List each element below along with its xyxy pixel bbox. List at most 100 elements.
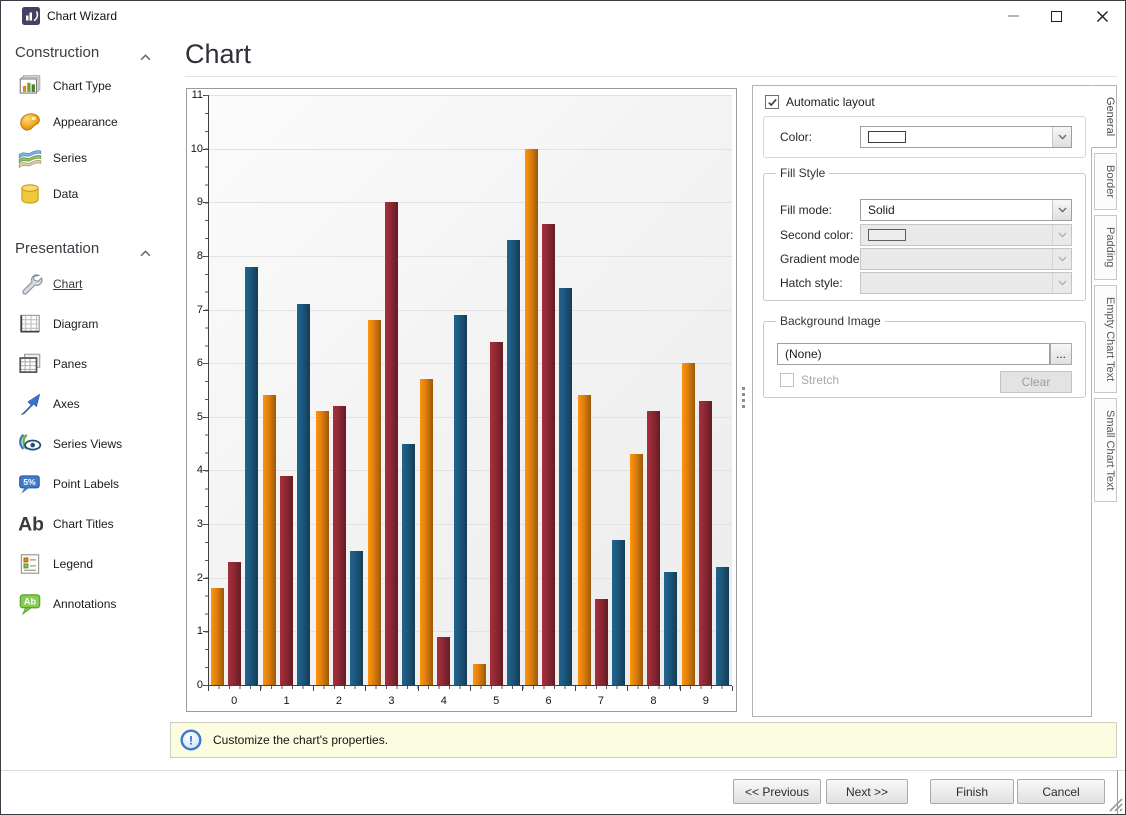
chevron-down-icon	[1052, 127, 1071, 147]
legend-icon	[17, 551, 43, 577]
previous-button[interactable]: << Previous	[733, 779, 821, 804]
panes-icon	[17, 351, 43, 377]
background-image-group: Background Image (None) ... Stretch Clea…	[763, 321, 1086, 398]
tab-border[interactable]: Border	[1094, 153, 1117, 210]
fill-mode-label: Fill mode:	[780, 203, 832, 217]
x-tick-label: 4	[418, 694, 470, 708]
sidebar-item-label: Diagram	[53, 317, 98, 331]
close-icon	[1095, 9, 1110, 24]
x-tick	[418, 686, 419, 691]
fill-mode-dropdown[interactable]: Solid	[860, 199, 1072, 221]
background-image-title: Background Image	[776, 314, 885, 328]
sidebar-item-label: Appearance	[53, 115, 118, 129]
sidebar-item-data[interactable]: Data	[1, 176, 171, 212]
tab-small-chart-text[interactable]: Small Chart Text	[1094, 398, 1117, 503]
x-tick	[575, 686, 576, 691]
sidebar-item-annotations[interactable]: Ab Annotations	[1, 584, 171, 624]
background-image-field[interactable]: (None)	[777, 343, 1050, 365]
close-button[interactable]	[1087, 3, 1117, 29]
sidebar-item-appearance[interactable]: Appearance	[1, 104, 171, 140]
sidebar-item-series[interactable]: Series	[1, 140, 171, 176]
sidebar-item-panes[interactable]: Panes	[1, 344, 171, 384]
tab-general[interactable]: General	[1091, 85, 1117, 148]
bar-series-2-cat-5	[490, 342, 503, 685]
checkbox-checked-icon	[765, 95, 779, 109]
sidebar-section-presentation[interactable]: Presentation	[1, 234, 171, 264]
color-swatch	[868, 131, 906, 143]
bar-series-1-cat-6	[525, 149, 538, 685]
series-icon	[17, 145, 43, 171]
sidebar-item-label: Chart	[53, 277, 82, 291]
sidebar-item-point-labels[interactable]: 5%Point Labels	[1, 464, 171, 504]
clear-button: Clear	[1000, 371, 1072, 393]
sidebar-item-chart[interactable]: Chart	[1, 264, 171, 304]
tab-empty-chart-text[interactable]: Empty Chart Text	[1094, 285, 1117, 393]
bar-series-3-cat-1	[297, 304, 310, 685]
automatic-layout-checkbox[interactable]: Automatic layout	[765, 95, 875, 109]
x-tick-label: 2	[313, 694, 365, 708]
sidebar-item-legend[interactable]: Legend	[1, 544, 171, 584]
x-tick-label: 5	[470, 694, 522, 708]
sidebar-item-diagram[interactable]: Diagram	[1, 304, 171, 344]
sidebar-item-chart-type[interactable]: Chart Type	[1, 68, 171, 104]
sidebar-item-label: Annotations	[53, 597, 116, 611]
resize-grip-icon[interactable]	[1107, 796, 1123, 812]
y-tick-label: 4	[187, 463, 203, 477]
finish-button[interactable]: Finish	[930, 779, 1014, 804]
bar-series-2-cat-2	[333, 406, 346, 685]
maximize-button[interactable]	[1041, 3, 1071, 29]
gridline	[208, 363, 732, 364]
second-color-label: Second color:	[780, 228, 853, 242]
page-title: Chart	[185, 39, 251, 70]
chevron-down-icon	[1052, 273, 1071, 293]
stretch-label: Stretch	[801, 373, 839, 387]
sidebar-item-series-views[interactable]: Series Views	[1, 424, 171, 464]
color-label: Color:	[780, 130, 812, 144]
sidebar-item-label: Data	[53, 187, 78, 201]
gridline	[208, 310, 732, 311]
title-bar: Chart Wizard	[1, 1, 1125, 31]
sidebar: ConstructionChart Type Appearance Series Da…	[1, 38, 171, 814]
bar-series-3-cat-9	[716, 567, 729, 685]
status-bar: ! Customize the chart's properties.	[170, 722, 1117, 758]
sidebar-item-label: Point Labels	[53, 477, 119, 491]
browse-button[interactable]: ...	[1050, 343, 1072, 365]
footer-divider	[1, 770, 1125, 771]
x-tick	[313, 686, 314, 691]
stretch-checkbox: Stretch	[780, 373, 839, 387]
x-tick	[732, 686, 733, 691]
chart-panel[interactable]: 012345678910110123456789	[186, 88, 737, 712]
chevron-up-icon	[140, 244, 151, 261]
sidebar-section-items: Chart Type Appearance Series Data	[1, 68, 171, 212]
x-tick	[365, 686, 366, 691]
bar-series-1-cat-2	[316, 411, 329, 685]
bar-series-3-cat-0	[245, 267, 258, 685]
fill-style-title: Fill Style	[776, 166, 829, 180]
x-tick-label: 1	[260, 694, 312, 708]
sidebar-item-chart-titles[interactable]: AbChart Titles	[1, 504, 171, 544]
x-tick-label: 9	[680, 694, 732, 708]
bar-series-3-cat-6	[559, 288, 572, 685]
window-title: Chart Wizard	[47, 9, 117, 23]
x-tick-label: 0	[208, 694, 260, 708]
bar-series-1-cat-7	[578, 395, 591, 685]
y-tick-label: 7	[187, 303, 203, 317]
x-tick	[680, 686, 681, 691]
next-button[interactable]: Next >>	[826, 779, 908, 804]
bar-series-1-cat-8	[630, 454, 643, 685]
sidebar-item-label: Series Views	[53, 437, 122, 451]
bar-series-2-cat-4	[437, 637, 450, 685]
minimize-button[interactable]	[998, 3, 1028, 29]
tab-padding[interactable]: Padding	[1094, 215, 1117, 279]
section-label: Presentation	[15, 240, 99, 257]
color-dropdown[interactable]	[860, 126, 1072, 148]
x-tick	[470, 686, 471, 691]
splitter-handle[interactable]	[742, 387, 746, 411]
bar-series-1-cat-1	[263, 395, 276, 685]
svg-text:Ab: Ab	[24, 597, 37, 607]
sidebar-section-construction[interactable]: Construction	[1, 38, 171, 68]
second-color-dropdown	[860, 224, 1072, 246]
cancel-button[interactable]: Cancel	[1017, 779, 1105, 804]
sidebar-item-axes[interactable]: Axes	[1, 384, 171, 424]
hatch-style-dropdown	[860, 272, 1072, 294]
